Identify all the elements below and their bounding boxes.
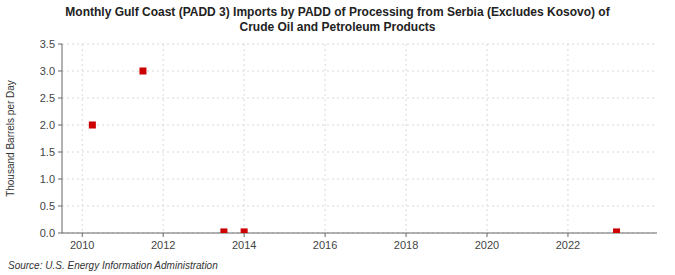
x-tick-label: 2022	[556, 239, 580, 251]
grid	[62, 44, 657, 233]
x-tick-label: 2014	[232, 239, 256, 251]
x-grid-line	[487, 44, 488, 233]
x-tick-label: 2018	[394, 239, 418, 251]
y-axis-label: Thousand Barrels per Day	[5, 80, 16, 197]
x-grid-line	[163, 44, 164, 233]
y-tick-label: 0.5	[40, 200, 55, 212]
y-grid-line	[62, 179, 657, 180]
point	[139, 68, 146, 75]
title: Monthly Gulf Coast (PADD 3) Imports by P…	[65, 5, 610, 34]
title-line: Crude Oil and Petroleum Products	[239, 20, 435, 34]
x-tick	[244, 233, 245, 237]
point	[220, 228, 227, 233]
y-tick-label: 1.5	[40, 146, 55, 158]
y-tick	[58, 152, 62, 153]
y-tick	[58, 98, 62, 99]
x-tick	[82, 233, 83, 237]
x-grid-line	[82, 44, 83, 233]
y-tick	[58, 206, 62, 207]
y-grid-line	[62, 152, 657, 153]
x-tick-label: 2016	[313, 239, 337, 251]
x-grid-line	[567, 44, 568, 233]
y-grid-line	[62, 98, 657, 99]
y-tick	[58, 71, 62, 72]
y-tick	[58, 233, 62, 234]
y-tick-label: 3.5	[40, 38, 55, 50]
x-tick-label: 2010	[70, 239, 94, 251]
y-tick-label: 0.0	[40, 227, 55, 239]
y-grid-line	[62, 125, 657, 126]
y-grid-line	[62, 44, 657, 45]
y-tick	[58, 125, 62, 126]
y-grid-line	[62, 71, 657, 72]
chart: Monthly Gulf Coast (PADD 3) Imports by P…	[0, 0, 675, 275]
point	[89, 122, 96, 129]
y-axis-line	[62, 44, 63, 233]
y-grid-line	[62, 206, 657, 207]
point	[613, 228, 620, 233]
x-tick	[163, 233, 164, 237]
title-line: Monthly Gulf Coast (PADD 3) Imports by P…	[65, 5, 610, 19]
axes: 2010 2012 2014 2016 2018 2020 2022 0.0 0.5 1.0 1.5…	[40, 38, 657, 251]
y-tick-label: 3.0	[40, 65, 55, 77]
x-grid-line	[406, 44, 407, 233]
y-grid-line	[62, 233, 657, 234]
x-grid-line	[244, 44, 245, 233]
x-tick	[567, 233, 568, 237]
points	[89, 68, 620, 234]
x-tick-label: 2012	[151, 239, 175, 251]
x-tick	[406, 233, 407, 237]
x-tick	[325, 233, 326, 237]
y-tick-label: 1.0	[40, 173, 55, 185]
x-tick-label: 2020	[475, 239, 499, 251]
y-tick	[58, 179, 62, 180]
x-axis-line	[62, 233, 657, 234]
x-tick	[487, 233, 488, 237]
x-grid-line	[325, 44, 326, 233]
point	[241, 228, 248, 233]
y-tick-label: 2.0	[40, 119, 55, 131]
y-tick-label: 2.5	[40, 92, 55, 104]
source: Source: U.S. Energy Information Administ…	[8, 260, 218, 271]
y-tick	[58, 44, 62, 45]
